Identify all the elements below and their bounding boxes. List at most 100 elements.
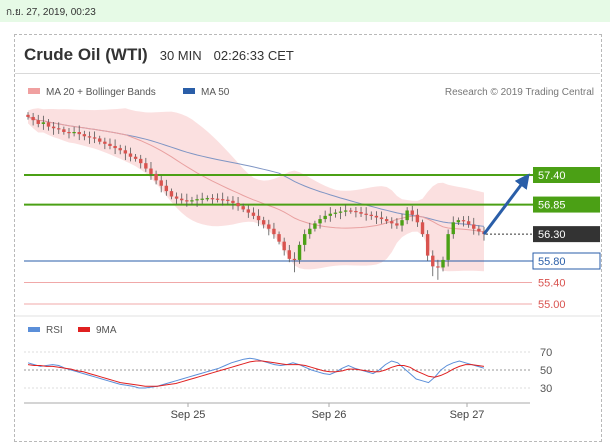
header-divider (15, 73, 600, 74)
candle (256, 209, 261, 227)
candle-body (477, 228, 481, 232)
candle (287, 244, 292, 263)
candle-body (118, 148, 122, 151)
candle-body (390, 221, 394, 224)
candle-body (46, 122, 51, 127)
candle (405, 207, 409, 225)
candle-body (246, 209, 251, 213)
candle (354, 207, 358, 218)
level-57-40-text: 57.40 (538, 170, 566, 182)
candle (466, 215, 471, 228)
candle (420, 219, 425, 237)
candle-body (41, 122, 46, 124)
candle (41, 115, 46, 130)
candle-body (384, 219, 389, 222)
candle-body (415, 214, 420, 223)
candle (318, 215, 322, 229)
candle-body (374, 215, 379, 218)
chart-header: Crude Oil (WTI) 30 MIN 02:26:33 CET (24, 44, 294, 66)
candle (46, 118, 51, 131)
candle-body (272, 228, 276, 235)
bollinger-band (28, 108, 484, 272)
candle (92, 131, 97, 144)
candle (282, 237, 286, 256)
candle-body (297, 244, 302, 260)
timeframe-label: 30 MIN (159, 47, 202, 63)
candle (87, 131, 92, 144)
candle (190, 196, 194, 205)
candle (323, 210, 327, 223)
candle-body (251, 212, 256, 216)
candle (441, 256, 445, 272)
candle-body (149, 168, 153, 174)
candle-body (51, 126, 56, 129)
candle-body (359, 212, 363, 214)
candle-body (328, 213, 332, 216)
candle (292, 252, 297, 273)
candle-body (302, 234, 307, 245)
candle (415, 208, 420, 227)
candle (36, 114, 40, 128)
candle-body (62, 129, 66, 132)
candle (349, 207, 353, 214)
candle-body (338, 211, 343, 213)
candle (369, 211, 373, 220)
bollinger-band-area (28, 108, 484, 272)
candle-body (98, 138, 102, 142)
rsi-tick-70: 70 (540, 347, 552, 359)
candle (72, 126, 76, 137)
candle (410, 205, 414, 222)
candle-body (395, 223, 399, 226)
candle (395, 218, 399, 229)
price-levels (24, 174, 600, 305)
candle (215, 193, 220, 203)
ma9-legend-label: 9MA (96, 325, 117, 336)
candle-body (180, 198, 184, 201)
candle-body (133, 156, 138, 159)
candle-body (185, 200, 189, 202)
candle (425, 230, 430, 261)
candle (169, 188, 174, 200)
candle-body (36, 120, 40, 124)
candle-body (425, 234, 430, 256)
candle (451, 216, 455, 239)
forecast-arrow-line (482, 173, 530, 236)
candle-body (323, 215, 327, 220)
candle-body (313, 223, 317, 229)
candle-body (195, 199, 199, 201)
candle-body (226, 199, 230, 201)
candle (400, 213, 404, 232)
candle-body (67, 132, 71, 134)
candle-body (82, 134, 87, 137)
candle-body (369, 214, 373, 216)
candle (236, 197, 240, 211)
candle (456, 217, 461, 225)
candle (118, 144, 122, 155)
candle (123, 145, 128, 161)
candle-body (405, 210, 409, 221)
candle (31, 112, 35, 126)
ma9-swatch (78, 327, 90, 332)
time-label: 02:26:33 CET (213, 47, 294, 63)
candle-body (472, 224, 476, 229)
candle-body (400, 220, 404, 226)
ma50-legend-label: MA 50 (201, 87, 230, 98)
candle-body (261, 220, 266, 225)
candle-body (241, 206, 245, 210)
candle (139, 154, 143, 169)
rsi-tick-50: 50 (540, 365, 552, 377)
candle-body (343, 210, 348, 212)
level-56-85-text: 56.85 (538, 200, 566, 212)
candle-body (308, 228, 312, 235)
rsi-legend-label: RSI (46, 325, 63, 336)
candle (267, 219, 271, 236)
candle (174, 192, 179, 204)
candle-body (123, 150, 128, 154)
candle (133, 154, 138, 162)
candle-body (113, 145, 117, 149)
candle (374, 211, 379, 225)
candle-body (231, 200, 235, 203)
candle-body (169, 191, 174, 197)
candle-body (31, 116, 35, 121)
